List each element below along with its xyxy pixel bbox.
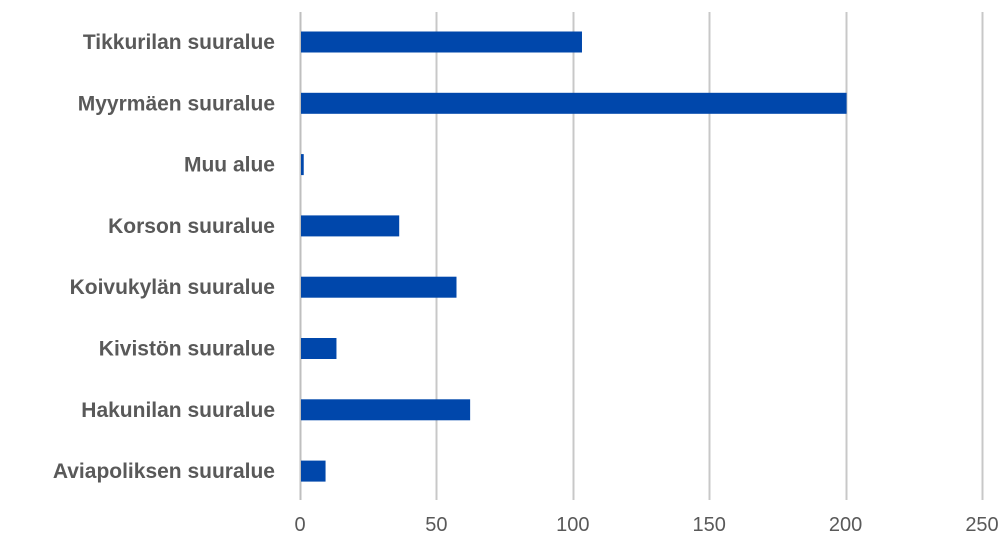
x-tick-label-200: 200 xyxy=(829,514,862,536)
x-tick-label-50: 50 xyxy=(425,514,447,536)
bar-koivukylän-suuralue xyxy=(301,276,457,298)
bar-muu-alue xyxy=(301,154,304,176)
category-label-aviapoliksen-suuralue: Aviapoliksen suuralue xyxy=(53,460,275,483)
x-tick-label-150: 150 xyxy=(693,514,726,536)
x-tick-label-250: 250 xyxy=(965,514,998,536)
category-label-korson-suuralue: Korson suuralue xyxy=(108,215,275,238)
category-labels: Tikkurilan suuralue Myyrmäen suuralue Muu … xyxy=(53,31,275,483)
category-label-koivukylän-suuralue: Koivukylän suuralue xyxy=(70,276,275,299)
category-label-hakunilan-suuralue: Hakunilan suuralue xyxy=(81,399,275,422)
category-label-kivistön-suuralue: Kivistön suuralue xyxy=(99,338,275,361)
bar-korson-suuralue xyxy=(301,215,400,237)
bar-hakunilan-suuralue xyxy=(301,399,471,421)
bar-aviapoliksen-suuralue xyxy=(301,460,326,482)
bar-kivistön-suuralue xyxy=(301,338,337,359)
category-label-muu-alue: Muu alue xyxy=(184,154,275,177)
bar-myyrmäen-suuralue xyxy=(301,92,847,114)
bars xyxy=(301,31,847,482)
category-label-myyrmäen-suuralue: Myyrmäen suuralue xyxy=(78,92,275,115)
gridlines xyxy=(299,12,984,500)
category-label-tikkurilan-suuralue: Tikkurilan suuralue xyxy=(83,31,275,54)
x-tick-label-100: 100 xyxy=(556,514,589,536)
x-tick-label-0: 0 xyxy=(294,514,305,536)
x-axis-tick-labels: 0 50 100 150 200 250 xyxy=(294,514,998,536)
bar-tikkurilan-suuralue xyxy=(301,31,582,53)
